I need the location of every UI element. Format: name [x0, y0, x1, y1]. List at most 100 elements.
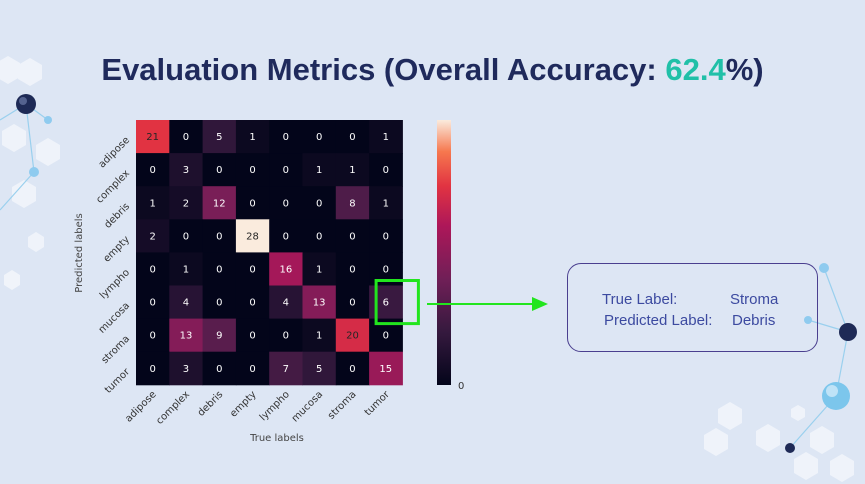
cell-value-label: 0 [183, 132, 189, 143]
heatmap-cell [136, 351, 170, 386]
heatmap-cell [302, 285, 337, 320]
cell-value-label: 5 [316, 364, 322, 375]
y-tick-label: lympho [98, 267, 132, 301]
heatmap-cell [302, 219, 337, 253]
cell-value-label: 0 [249, 198, 255, 209]
cell-value-label: 0 [383, 165, 389, 176]
heatmap-cell [235, 318, 270, 353]
heatmap-cell [235, 153, 270, 187]
heatmap-cell [269, 120, 303, 154]
cell-value-label: 0 [383, 264, 389, 275]
heatmap-cell [269, 318, 303, 353]
cell-value-label: 3 [183, 364, 189, 375]
cell-value-label: 0 [216, 165, 222, 176]
heatmap-cell [302, 186, 337, 220]
true-label-value: Stroma [730, 291, 779, 308]
heatmap-cell [335, 351, 370, 386]
cell-value-label: 0 [149, 298, 155, 309]
y-tick-labels: adiposecomplexdebrisemptylymphomucosastr… [94, 135, 132, 396]
x-tick-label: debris [196, 389, 226, 419]
cell-value-label: 0 [216, 298, 222, 309]
y-tick-label: stroma [100, 333, 133, 366]
heatmap-cell [202, 153, 237, 187]
cell-value-label: 0 [216, 364, 222, 375]
cell-value-label: 0 [316, 198, 322, 209]
cell-value-label: 0 [149, 165, 155, 176]
cell-value-label: 0 [283, 132, 289, 143]
heatmap-cell [369, 351, 403, 386]
heatmap-cell [269, 186, 303, 220]
accuracy-value: 62.4 [665, 52, 726, 87]
cell-value-label: 8 [349, 198, 355, 209]
heatmap-cell [136, 219, 170, 253]
cell-value-label: 13 [180, 331, 193, 342]
cell-value-label: 15 [379, 364, 392, 375]
heatmap-cell [202, 285, 237, 320]
true-label-row: True Label: Stroma [602, 291, 778, 308]
cell-value-label: 9 [216, 331, 222, 342]
cell-value-label: 0 [149, 331, 155, 342]
heatmap-cell [235, 120, 270, 154]
heatmap-cell [369, 219, 403, 253]
heatmap-cell [369, 186, 403, 220]
title-suffix: %) [725, 52, 764, 87]
cell-value-label: 0 [183, 231, 189, 242]
cell-value-label: 1 [149, 198, 155, 209]
misclassification-info-box: True Label: Stroma Predicted Label: Debris [567, 263, 818, 352]
cell-value-label: 0 [349, 364, 355, 375]
heatmap-cell [269, 285, 303, 320]
heatmap-cell [202, 252, 237, 286]
cell-value-label: 0 [249, 364, 255, 375]
cell-value-label: 0 [283, 231, 289, 242]
y-tick-label: empty [102, 234, 133, 265]
cell-value-label: 0 [383, 331, 389, 342]
heatmap-cell [169, 219, 204, 253]
page-title: Evaluation Metrics (Overall Accuracy: 62… [0, 52, 865, 88]
cell-value-label: 13 [313, 298, 326, 309]
cell-value-label: 0 [216, 231, 222, 242]
cell-value-label: 0 [316, 231, 322, 242]
heatmap-cell [202, 120, 237, 154]
cell-value-label: 1 [249, 132, 255, 143]
cell-value-label: 2 [149, 231, 155, 242]
cell-value-label: 0 [149, 264, 155, 275]
heatmap-cell [335, 318, 370, 353]
heatmap-cell [235, 351, 270, 386]
cell-value-label: 1 [316, 165, 322, 176]
cell-value-label: 0 [283, 331, 289, 342]
predicted-label-value: Debris [732, 312, 776, 329]
cell-value-label: 1 [316, 331, 322, 342]
heatmap-cell [136, 252, 170, 286]
heatmap-cell [136, 153, 170, 187]
heatmap-cell [369, 120, 403, 154]
highlight-box [374, 279, 420, 326]
cell-value-label: 0 [349, 264, 355, 275]
heatmap-cell [269, 351, 303, 386]
y-axis-label: Predicted labels [74, 213, 85, 293]
cell-value-label: 5 [216, 132, 222, 143]
cell-value-label: 1 [316, 264, 322, 275]
true-label-key: True Label: [602, 291, 678, 308]
cell-value-label: 0 [349, 132, 355, 143]
heatmap-cell [136, 120, 170, 154]
x-tick-label: tumor [363, 389, 393, 419]
heatmap-cell [335, 153, 370, 187]
heatmap-cell [136, 318, 170, 353]
heatmap-cell [169, 318, 204, 353]
heatmap-cell [202, 219, 237, 253]
cell-value-label: 0 [349, 231, 355, 242]
heatmap-cell [202, 351, 237, 386]
heatmap-cell [302, 351, 337, 386]
heatmap-cell [269, 219, 303, 253]
heatmap-cell [202, 186, 237, 220]
cell-value-label: 0 [349, 298, 355, 309]
heatmap-cell [202, 318, 237, 353]
heatmap-cell [335, 219, 370, 253]
heatmap-cell [235, 219, 270, 253]
heatmap-cell [369, 153, 403, 187]
heatmap-cell [269, 252, 303, 286]
predicted-label-row: Predicted Label: Debris [604, 312, 775, 329]
y-tick-label: adipose [97, 135, 132, 170]
